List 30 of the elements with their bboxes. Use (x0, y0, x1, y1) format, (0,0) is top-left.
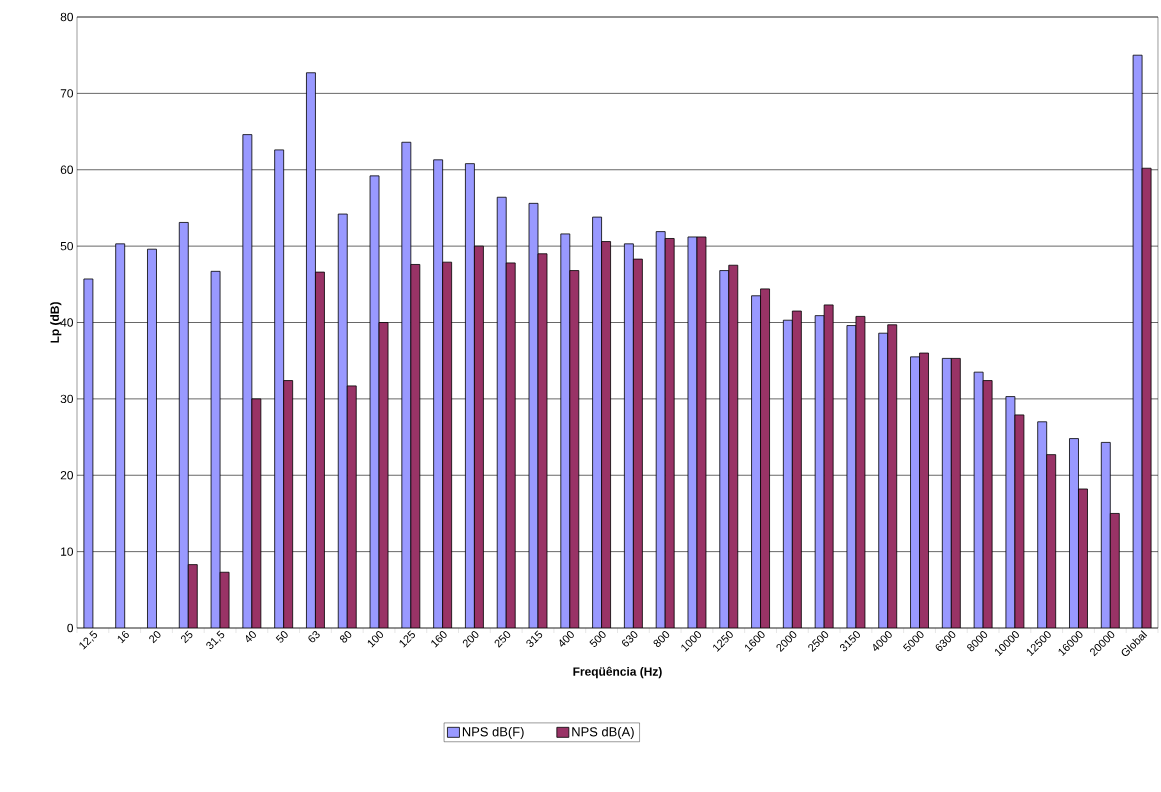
y-tick-label: 60 (60, 165, 74, 174)
x-tick-label: 800 (653, 631, 670, 647)
x-tick-label: 50 (275, 631, 288, 643)
x-tick-label: 80 (339, 631, 352, 643)
x-tick-label: 315 (526, 630, 543, 647)
x-tick-label: 400 (559, 631, 574, 647)
x-tick-label: 100 (367, 631, 384, 648)
x-tick-label: 40 (245, 631, 256, 643)
x-tick-label: 160 (431, 631, 447, 648)
y-tick-label: 20 (60, 471, 74, 480)
x-tick-label: 63 (308, 631, 320, 643)
x-tick-label: 125 (399, 630, 416, 648)
y-tick-label: 80 (60, 12, 74, 22)
x-tick-label: 250 (494, 631, 511, 648)
y-axis-title: Lp (dB) (50, 302, 62, 343)
x-axis-title: Freqüência (Hz) (573, 666, 662, 679)
legend-label: NPS dB(F) (462, 726, 524, 739)
y-tick-label: 70 (60, 89, 74, 98)
x-tick-label: 200 (462, 631, 479, 648)
legend-label: NPS dB(A) (572, 726, 634, 739)
y-tick-label: 50 (60, 241, 74, 251)
y-tick-label: 40 (60, 318, 74, 327)
x-tick-label: 16 (117, 630, 129, 644)
x-tick-label: 20 (149, 631, 161, 644)
x-tick-label: 25 (180, 630, 193, 644)
x-tick-label: 500 (589, 631, 606, 647)
y-tick-label: 30 (60, 394, 74, 404)
y-tick-label: 10 (61, 547, 74, 556)
x-tick-label: 630 (622, 631, 638, 647)
y-tick-label: 0 (67, 623, 74, 633)
